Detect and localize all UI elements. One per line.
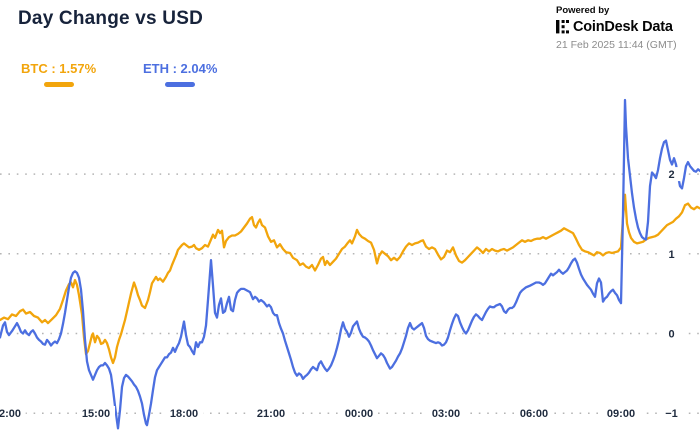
legend: BTC : 1.57% ETH : 2.04% (0, 61, 300, 95)
powered-by-label: Powered by (556, 5, 610, 16)
eth-color-swatch (165, 82, 196, 87)
x-tick-label-18:00: 18:00 (170, 408, 198, 420)
chart-timestamp: 21 Feb 2025 11:44 (GMT) (556, 39, 677, 51)
x-tick-label-09:00: 09:00 (607, 408, 635, 420)
x-tick-bg (0, 406, 26, 420)
legend-label-eth: ETH : 2.04% (143, 61, 218, 76)
x-tick-bg (77, 406, 115, 420)
btc-color-swatch (43, 82, 74, 87)
x-tick-label-2:00: 2:00 (0, 408, 21, 420)
x-tick-label-15:00: 15:00 (82, 408, 110, 420)
x-tick-bg (515, 406, 553, 420)
btc-line[interactable] (0, 193, 700, 365)
y-tick-label-0: 0 (668, 329, 674, 341)
powered-by-block[interactable]: Powered by CoinDesk Data 21 Feb 2025 11:… (556, 5, 696, 51)
x-tick-label-03:00: 03:00 (432, 408, 460, 420)
x-tick-bg (165, 406, 203, 420)
legend-label-btc: BTC : 1.57% (21, 61, 97, 76)
x-tick-bg (340, 406, 378, 420)
coindesk-logo-icon (556, 19, 570, 35)
x-tick-bg (252, 406, 290, 420)
coindesk-brand-name: CoinDesk Data (573, 19, 673, 35)
legend-item-eth[interactable]: ETH : 2.04% (143, 61, 217, 87)
eth-line[interactable] (0, 98, 700, 430)
y-tick-label-−1: −1 (665, 408, 678, 420)
y-tick-bg (661, 326, 682, 341)
y-tick-bg (661, 246, 682, 261)
y-tick-label-1: 1 (668, 249, 674, 261)
x-tick-bg (602, 406, 640, 420)
x-tick-label-00:00: 00:00 (345, 408, 373, 420)
x-tick-label-21:00: 21:00 (257, 408, 285, 420)
page-title: Day Change vs USD (18, 8, 204, 29)
y-tick-label-2: 2 (668, 169, 674, 181)
y-tick-bg (661, 406, 682, 421)
coindesk-brand-row: CoinDesk Data (556, 19, 696, 35)
x-tick-label-06:00: 06:00 (520, 408, 548, 420)
legend-item-btc[interactable]: BTC : 1.57% (21, 61, 96, 87)
y-tick-bg (661, 167, 682, 182)
x-tick-bg (427, 406, 465, 420)
